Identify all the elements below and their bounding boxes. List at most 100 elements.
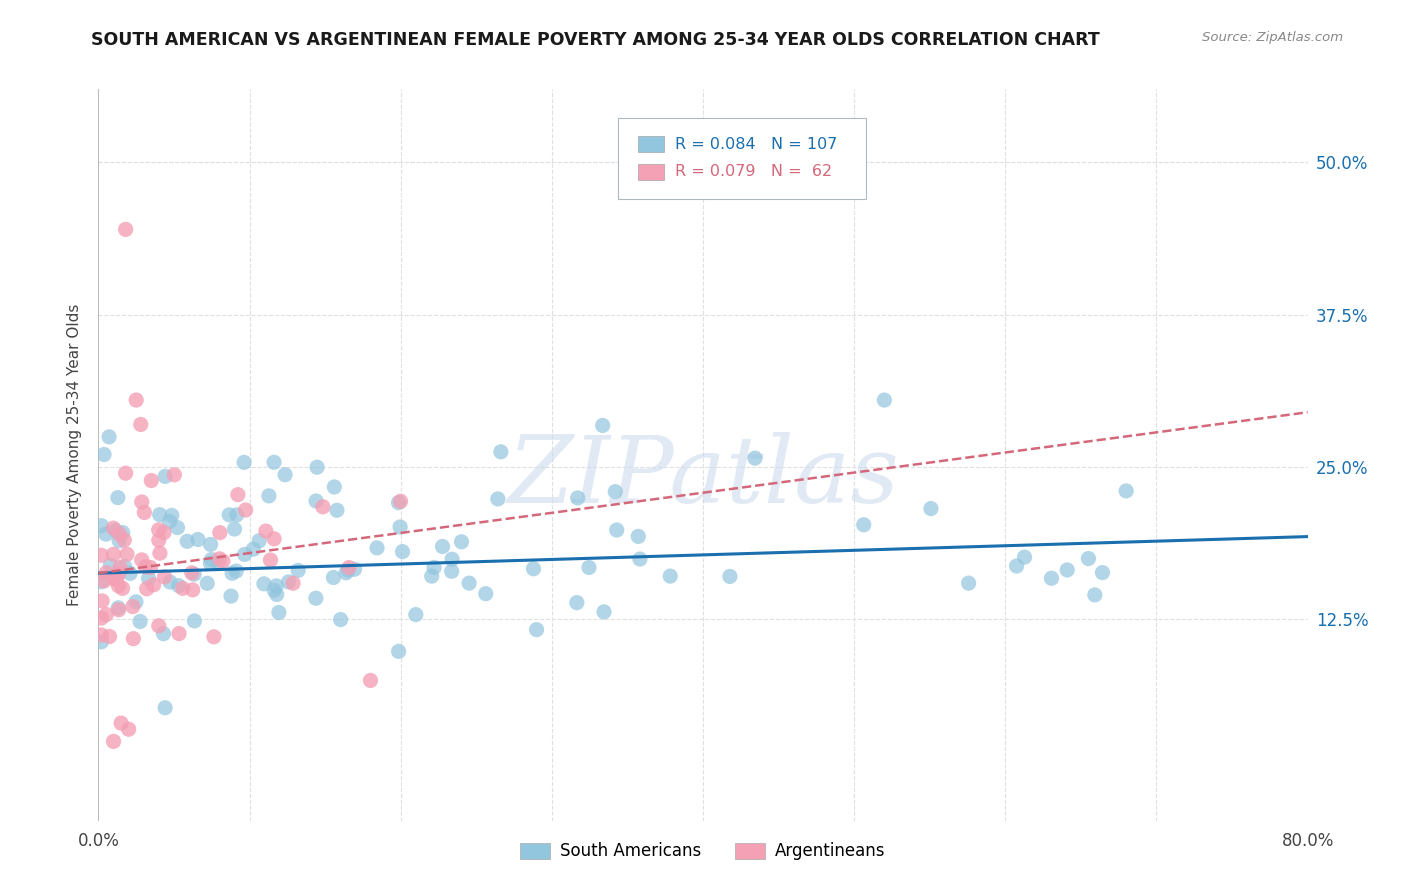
South Americans bbox=[263, 455, 285, 469]
Argentineans bbox=[107, 603, 129, 617]
South Americans bbox=[335, 566, 357, 580]
South Americans bbox=[114, 559, 136, 574]
Argentineans bbox=[108, 566, 131, 581]
Argentineans bbox=[167, 626, 190, 640]
Argentineans bbox=[148, 533, 170, 548]
South Americans bbox=[489, 445, 512, 459]
South Americans bbox=[486, 491, 509, 506]
South Americans bbox=[322, 570, 344, 584]
South Americans bbox=[90, 635, 112, 649]
South Americans bbox=[343, 562, 366, 576]
South Americans bbox=[405, 607, 427, 622]
Argentineans bbox=[90, 549, 112, 563]
South Americans bbox=[267, 606, 290, 620]
South Americans bbox=[183, 614, 205, 628]
South Americans bbox=[305, 494, 328, 508]
South Americans bbox=[225, 564, 247, 578]
Argentineans bbox=[208, 551, 231, 566]
South Americans bbox=[266, 587, 288, 601]
Argentineans bbox=[115, 547, 138, 561]
Text: Source: ZipAtlas.com: Source: ZipAtlas.com bbox=[1202, 31, 1343, 45]
FancyBboxPatch shape bbox=[638, 164, 664, 180]
South Americans bbox=[1091, 566, 1114, 580]
South Americans bbox=[219, 589, 242, 603]
Argentineans bbox=[107, 579, 129, 593]
South Americans bbox=[125, 595, 148, 609]
Argentineans bbox=[148, 619, 170, 633]
Text: ZIPatlas: ZIPatlas bbox=[508, 432, 898, 522]
Argentineans bbox=[125, 393, 148, 408]
South Americans bbox=[159, 574, 181, 589]
South Americans bbox=[187, 533, 209, 547]
South Americans bbox=[526, 623, 548, 637]
South Americans bbox=[107, 491, 129, 505]
Argentineans bbox=[90, 628, 112, 642]
Legend: South Americans, Argentineans: South Americans, Argentineans bbox=[513, 836, 893, 867]
South Americans bbox=[852, 517, 875, 532]
Argentineans bbox=[114, 466, 136, 480]
South Americans bbox=[627, 529, 650, 543]
South Americans bbox=[90, 574, 112, 589]
South Americans bbox=[387, 496, 409, 510]
Argentineans bbox=[181, 582, 204, 597]
Argentineans bbox=[263, 532, 285, 546]
South Americans bbox=[183, 567, 205, 582]
Argentineans bbox=[259, 553, 281, 567]
Argentineans bbox=[103, 547, 125, 561]
Argentineans bbox=[141, 474, 163, 488]
South Americans bbox=[98, 558, 121, 573]
South Americans bbox=[160, 508, 183, 523]
South Americans bbox=[155, 469, 177, 483]
Text: SOUTH AMERICAN VS ARGENTINEAN FEMALE POVERTY AMONG 25-34 YEAR OLDS CORRELATION C: SOUTH AMERICAN VS ARGENTINEAN FEMALE POV… bbox=[91, 31, 1099, 49]
South Americans bbox=[138, 571, 160, 585]
South Americans bbox=[263, 583, 285, 598]
FancyBboxPatch shape bbox=[619, 119, 866, 199]
South Americans bbox=[207, 556, 229, 570]
South Americans bbox=[305, 460, 328, 475]
Argentineans bbox=[110, 716, 132, 731]
South Americans bbox=[1014, 550, 1036, 565]
Argentineans bbox=[163, 467, 186, 482]
Argentineans bbox=[96, 566, 118, 580]
Argentineans bbox=[235, 503, 257, 517]
Argentineans bbox=[281, 576, 304, 591]
South Americans bbox=[432, 540, 454, 554]
South Americans bbox=[120, 566, 142, 581]
South Americans bbox=[94, 527, 117, 541]
South Americans bbox=[366, 541, 388, 555]
Argentineans bbox=[91, 594, 114, 608]
South Americans bbox=[420, 569, 443, 583]
South Americans bbox=[167, 579, 190, 593]
South Americans bbox=[659, 569, 682, 583]
Argentineans bbox=[254, 524, 277, 538]
South Americans bbox=[149, 508, 172, 522]
South Americans bbox=[567, 491, 589, 505]
South Americans bbox=[578, 560, 600, 574]
South Americans bbox=[233, 455, 256, 469]
South Americans bbox=[337, 563, 360, 577]
South Americans bbox=[389, 520, 412, 534]
South Americans bbox=[104, 524, 127, 538]
South Americans bbox=[329, 613, 352, 627]
South Americans bbox=[218, 508, 240, 522]
South Americans bbox=[266, 579, 288, 593]
South Americans bbox=[628, 552, 651, 566]
South Americans bbox=[1115, 483, 1137, 498]
Argentineans bbox=[153, 525, 176, 540]
Argentineans bbox=[389, 494, 412, 508]
South Americans bbox=[90, 518, 112, 533]
South Americans bbox=[423, 560, 446, 574]
South Americans bbox=[200, 552, 222, 566]
Argentineans bbox=[212, 554, 235, 568]
Argentineans bbox=[153, 570, 176, 584]
Argentineans bbox=[148, 523, 170, 537]
Argentineans bbox=[118, 723, 141, 737]
Argentineans bbox=[360, 673, 382, 688]
South Americans bbox=[440, 564, 463, 578]
Argentineans bbox=[90, 611, 112, 625]
South Americans bbox=[159, 515, 181, 529]
Argentineans bbox=[134, 559, 156, 574]
Argentineans bbox=[202, 630, 225, 644]
South Americans bbox=[129, 615, 152, 629]
Argentineans bbox=[131, 495, 153, 509]
